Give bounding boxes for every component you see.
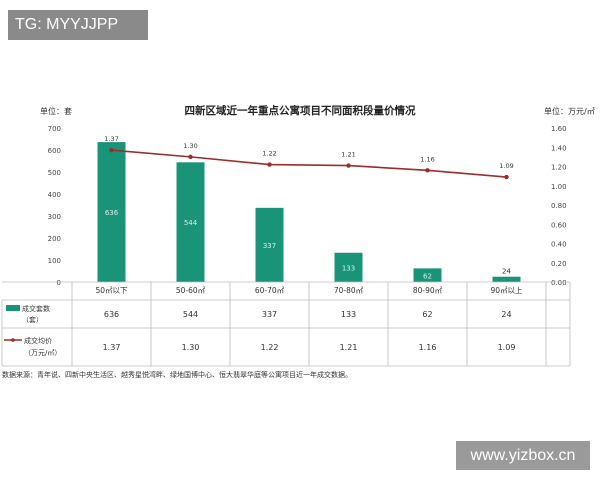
right-axis-tick-label: 1.40 [551,144,567,152]
price-value-label: 1.37 [104,135,118,143]
table-cell-price: 1.21 [340,343,358,352]
table-cell-count: 62 [422,310,432,319]
legend-swatch-bar [6,305,20,311]
bar-value-label: 544 [184,219,198,227]
bar [97,142,126,282]
right-axis-tick-label: 0.20 [551,260,567,268]
bar [176,162,205,282]
legend-swatch-marker [11,338,15,342]
bar [492,276,521,282]
watermark-bottom: www.yizbox.cn [456,441,590,470]
chart-title: 四新区域近一年重点公寓项目不同面积段量价情况 [184,105,416,117]
left-axis-tick-label: 200 [48,235,61,243]
right-axis-tick-label: 0.60 [551,221,567,229]
left-axis-tick-label: 100 [48,257,61,265]
legend-label-line-line2: （万元/㎡） [24,349,61,357]
table-cell-price: 1.30 [182,343,200,352]
right-axis-unit: 单位：万元/㎡ [544,107,595,116]
bar-value-label: 62 [423,272,432,280]
bar [413,268,442,282]
bar [334,252,363,282]
table-cell-count: 24 [501,310,511,319]
right-axis-tick-label: 1.60 [551,125,567,133]
price-point [504,174,509,180]
table-cell-count: 544 [183,310,198,319]
price-point [346,163,351,168]
x-axis-category-label: 90㎡以上 [490,286,523,295]
right-axis-tick-label: 1.00 [551,183,567,191]
legend-label-line-line1: 成交均价 [24,336,52,345]
price-point [267,162,272,167]
left-axis-tick-label: 700 [48,125,61,133]
right-axis-tick-label: 0.40 [551,241,567,249]
x-axis-category-label: 80-90㎡ [413,286,443,295]
table-cell-count: 337 [262,310,277,319]
bar-value-label: 337 [263,242,276,250]
left-axis-tick-label: 400 [48,191,61,199]
price-point [109,147,114,153]
price-value-label: 1.09 [499,162,513,170]
price-point [425,168,430,173]
left-axis-tick-label: 500 [48,169,61,177]
price-line [111,149,507,178]
bar [255,207,284,282]
right-axis-tick-label: 1.20 [551,164,567,172]
price-value-label: 1.21 [341,151,355,159]
table-cell-price: 1.22 [261,343,279,352]
table-cell-count: 636 [104,310,119,319]
right-axis-tick-label: 0.80 [551,202,567,210]
price-point [188,154,193,160]
table-cell-price: 1.09 [498,343,516,352]
left-axis-unit: 单位：套 [40,107,72,116]
left-axis-tick-label: 300 [48,213,61,221]
table-cell-count: 133 [341,310,356,319]
x-axis-category-label: 50-60㎡ [176,286,206,295]
bar-value-label: 24 [502,268,511,276]
right-axis-tick-label: 0.00 [551,279,567,287]
bar-value-label: 133 [342,264,355,272]
data-source-note: 数据来源：青年说、四新中央生活区、越秀星悦湾畔、绿地国博中心、恒大翡翠华庭等公寓… [2,371,352,379]
price-value-label: 1.16 [420,155,434,163]
price-value-label: 1.22 [262,150,276,158]
bar-value-label: 636 [105,209,119,217]
price-value-label: 1.30 [183,142,197,150]
table-cell-price: 1.37 [103,343,121,352]
x-axis-category-label: 70-80㎡ [334,286,364,295]
legend-label-bar-line1: 成交套数 [22,304,50,313]
x-axis-category-label: 60-70㎡ [255,286,285,295]
x-axis-category-label: 50㎡以下 [95,286,128,295]
table-cell-price: 1.16 [419,343,437,352]
left-axis-tick-label: 0 [57,279,61,287]
legend-label-bar-line2: （套） [22,315,43,324]
left-axis-tick-label: 600 [48,147,61,155]
watermark-top: TG: MYYJJPP [8,10,148,40]
